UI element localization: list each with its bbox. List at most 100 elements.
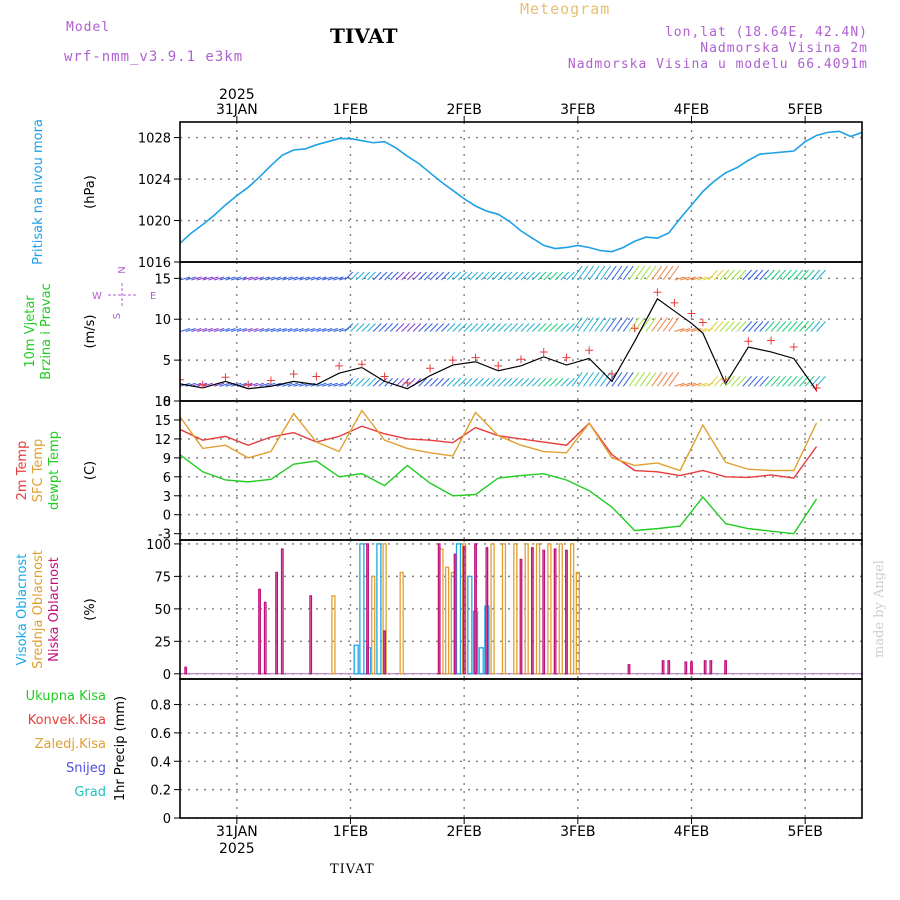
wind-barb — [583, 317, 594, 332]
bottom-day-label: 4FEB — [674, 824, 709, 840]
wind-barb — [753, 375, 764, 387]
wind-barb — [509, 377, 518, 387]
wind-barb — [765, 375, 775, 387]
bottom-day-label: 5FEB — [787, 824, 822, 840]
panel-temperature: -3 0 3 6 9 12 15 18 2m Temp SFC Temp dewpt Temp (C) — [15, 395, 863, 543]
wind-barb — [180, 276, 191, 281]
panel-pressure: 1016 1020 1024 1028 Pritisak na nivou mora (h… — [31, 119, 863, 271]
precip-legend-item: Grad — [74, 785, 106, 800]
wind-barb — [299, 276, 310, 281]
ylabel-line: dewpt Temp — [47, 431, 62, 510]
wind-barb — [622, 265, 634, 281]
wind-barb — [509, 271, 518, 281]
wind-barb — [180, 328, 191, 332]
wind-barb — [435, 323, 445, 332]
wind-barb — [554, 323, 564, 332]
wind-barb — [463, 323, 473, 332]
ylabel-line: Visoka Oblacnost — [15, 554, 30, 666]
wind-barb — [361, 323, 371, 332]
wind-barb — [441, 323, 450, 332]
wind-barb — [242, 276, 253, 281]
wind-barb — [406, 377, 416, 387]
wind-barb — [452, 323, 462, 332]
wind-barb — [782, 321, 792, 332]
wind-barb — [713, 375, 724, 387]
wind-barb — [730, 375, 741, 387]
gust-marker — [380, 372, 389, 381]
wind-barb — [270, 328, 282, 332]
wind-barb — [617, 265, 629, 281]
wind-barb — [804, 269, 815, 281]
wind-barb — [429, 323, 439, 332]
wind-barb — [588, 371, 600, 387]
y-tick-label: 100 — [146, 538, 171, 553]
wind-barb — [759, 375, 770, 387]
model-elevation-text: Nadmorska Visina u modelu 66.4091m — [567, 57, 868, 72]
wind-barb — [730, 269, 741, 281]
top-day-label: 2FEB — [446, 102, 481, 118]
wind-barb — [747, 375, 758, 387]
wind-barb — [656, 265, 668, 281]
wind-barb — [622, 317, 634, 332]
wind-barb — [691, 328, 702, 332]
wind-barb — [725, 375, 735, 387]
low-cloud-bar — [661, 660, 665, 675]
gust-marker — [221, 373, 230, 382]
wind-barb — [674, 382, 685, 387]
wind-barb — [560, 323, 570, 332]
gust-marker — [539, 347, 548, 356]
wind-barb — [520, 377, 530, 387]
y-tick-label: 0.4 — [150, 755, 171, 770]
wind-barb — [446, 377, 456, 387]
wind-barb — [776, 321, 787, 332]
wind-barb — [441, 271, 450, 281]
wind-barb — [560, 271, 570, 281]
wind-barb — [458, 271, 467, 281]
wind-barb — [361, 271, 371, 281]
wind-barb — [628, 265, 640, 281]
y-tick-label: 15 — [154, 272, 171, 287]
wind-barb — [475, 377, 484, 387]
wind-barb — [742, 269, 753, 281]
wind-barb — [543, 377, 553, 387]
wind-barb — [799, 269, 809, 281]
precip-legend-item: Konvek.Kisa — [28, 713, 106, 728]
gust-marker — [767, 336, 776, 345]
wind-barb — [372, 271, 382, 281]
wind-barb — [429, 377, 439, 387]
y-tick-label: 10 — [154, 313, 171, 328]
top-year-label: 2025 — [219, 87, 255, 103]
wind-barb — [571, 265, 583, 281]
panel-frame — [179, 678, 863, 819]
wind-barb — [577, 265, 589, 281]
y-tick-label: 1020 — [138, 215, 171, 230]
gust-marker — [630, 324, 639, 333]
gust-marker — [789, 343, 798, 352]
wind-barb — [344, 323, 354, 332]
wind-barb — [497, 323, 507, 332]
y-tick-label: 9 — [163, 452, 171, 467]
gust-marker — [744, 337, 753, 346]
gust-marker — [403, 379, 412, 388]
wind-barb — [685, 382, 696, 387]
wind-barb — [253, 382, 265, 387]
wind-barb — [213, 328, 225, 332]
wind-barb — [406, 323, 416, 332]
y-tick-label: 50 — [154, 603, 171, 618]
y-tick-label: 0 — [163, 812, 171, 827]
pressure-line — [180, 130, 862, 253]
wind-barb — [196, 328, 208, 332]
wind-barb — [480, 323, 490, 332]
panel-frame — [179, 121, 863, 263]
ylabel-line: 10m Vjetar — [23, 295, 38, 368]
wind-barb — [793, 375, 804, 387]
high-cloud-bar — [376, 543, 382, 675]
wind-barb — [679, 382, 691, 387]
wind-barb — [231, 276, 242, 281]
wind-barb — [770, 375, 781, 387]
wind-barb — [253, 328, 265, 332]
wind-barb — [350, 377, 359, 387]
wind-barb — [634, 317, 646, 332]
wind-barb — [799, 321, 809, 332]
wind-barb — [372, 377, 382, 387]
